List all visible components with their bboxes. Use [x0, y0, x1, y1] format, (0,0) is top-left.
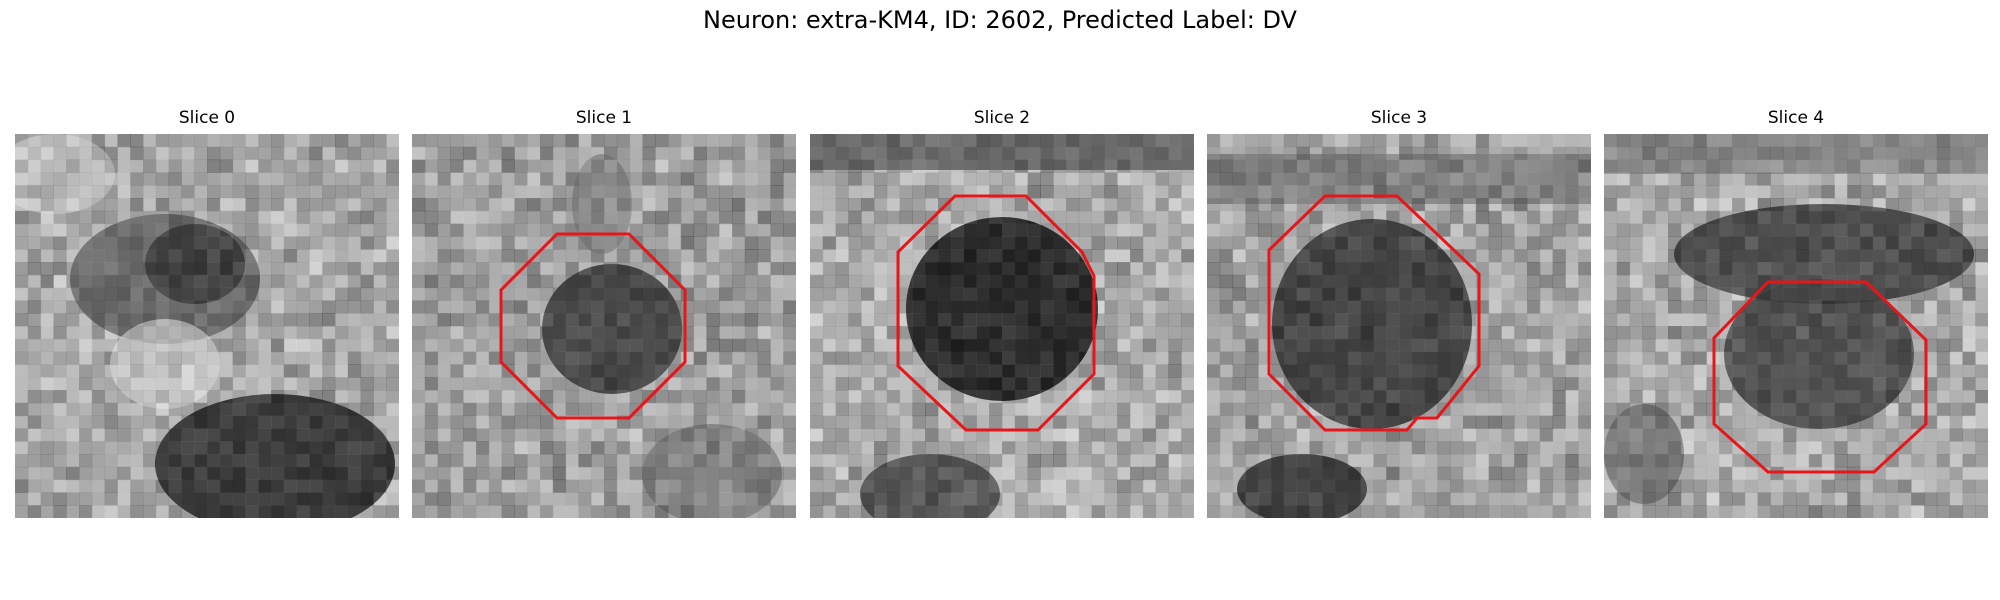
grayscale-image	[1207, 134, 1591, 518]
panel-title: Slice 0	[178, 108, 236, 128]
grayscale-image	[1604, 134, 1988, 518]
grayscale-image	[810, 134, 1194, 518]
slice-2-svg	[810, 134, 1194, 518]
panel-title: Slice 2	[973, 108, 1031, 128]
panel-title: Slice 3	[1370, 108, 1428, 128]
slice-4-svg	[1604, 134, 1988, 518]
slice-3-svg	[1207, 134, 1591, 518]
grayscale-image	[412, 134, 796, 518]
slice-0-svg	[15, 134, 399, 518]
figure-title: Neuron: extra-KM4, ID: 2602, Predicted L…	[703, 6, 1297, 34]
roi-contour	[896, 194, 1096, 432]
roi-contour	[499, 232, 687, 420]
roi-contour	[1712, 280, 1928, 474]
roi-contour	[1267, 194, 1481, 432]
panel-title: Slice 1	[575, 108, 633, 128]
panel-title: Slice 4	[1767, 108, 1825, 128]
slice-1-svg	[412, 134, 796, 518]
grayscale-image	[15, 134, 399, 518]
